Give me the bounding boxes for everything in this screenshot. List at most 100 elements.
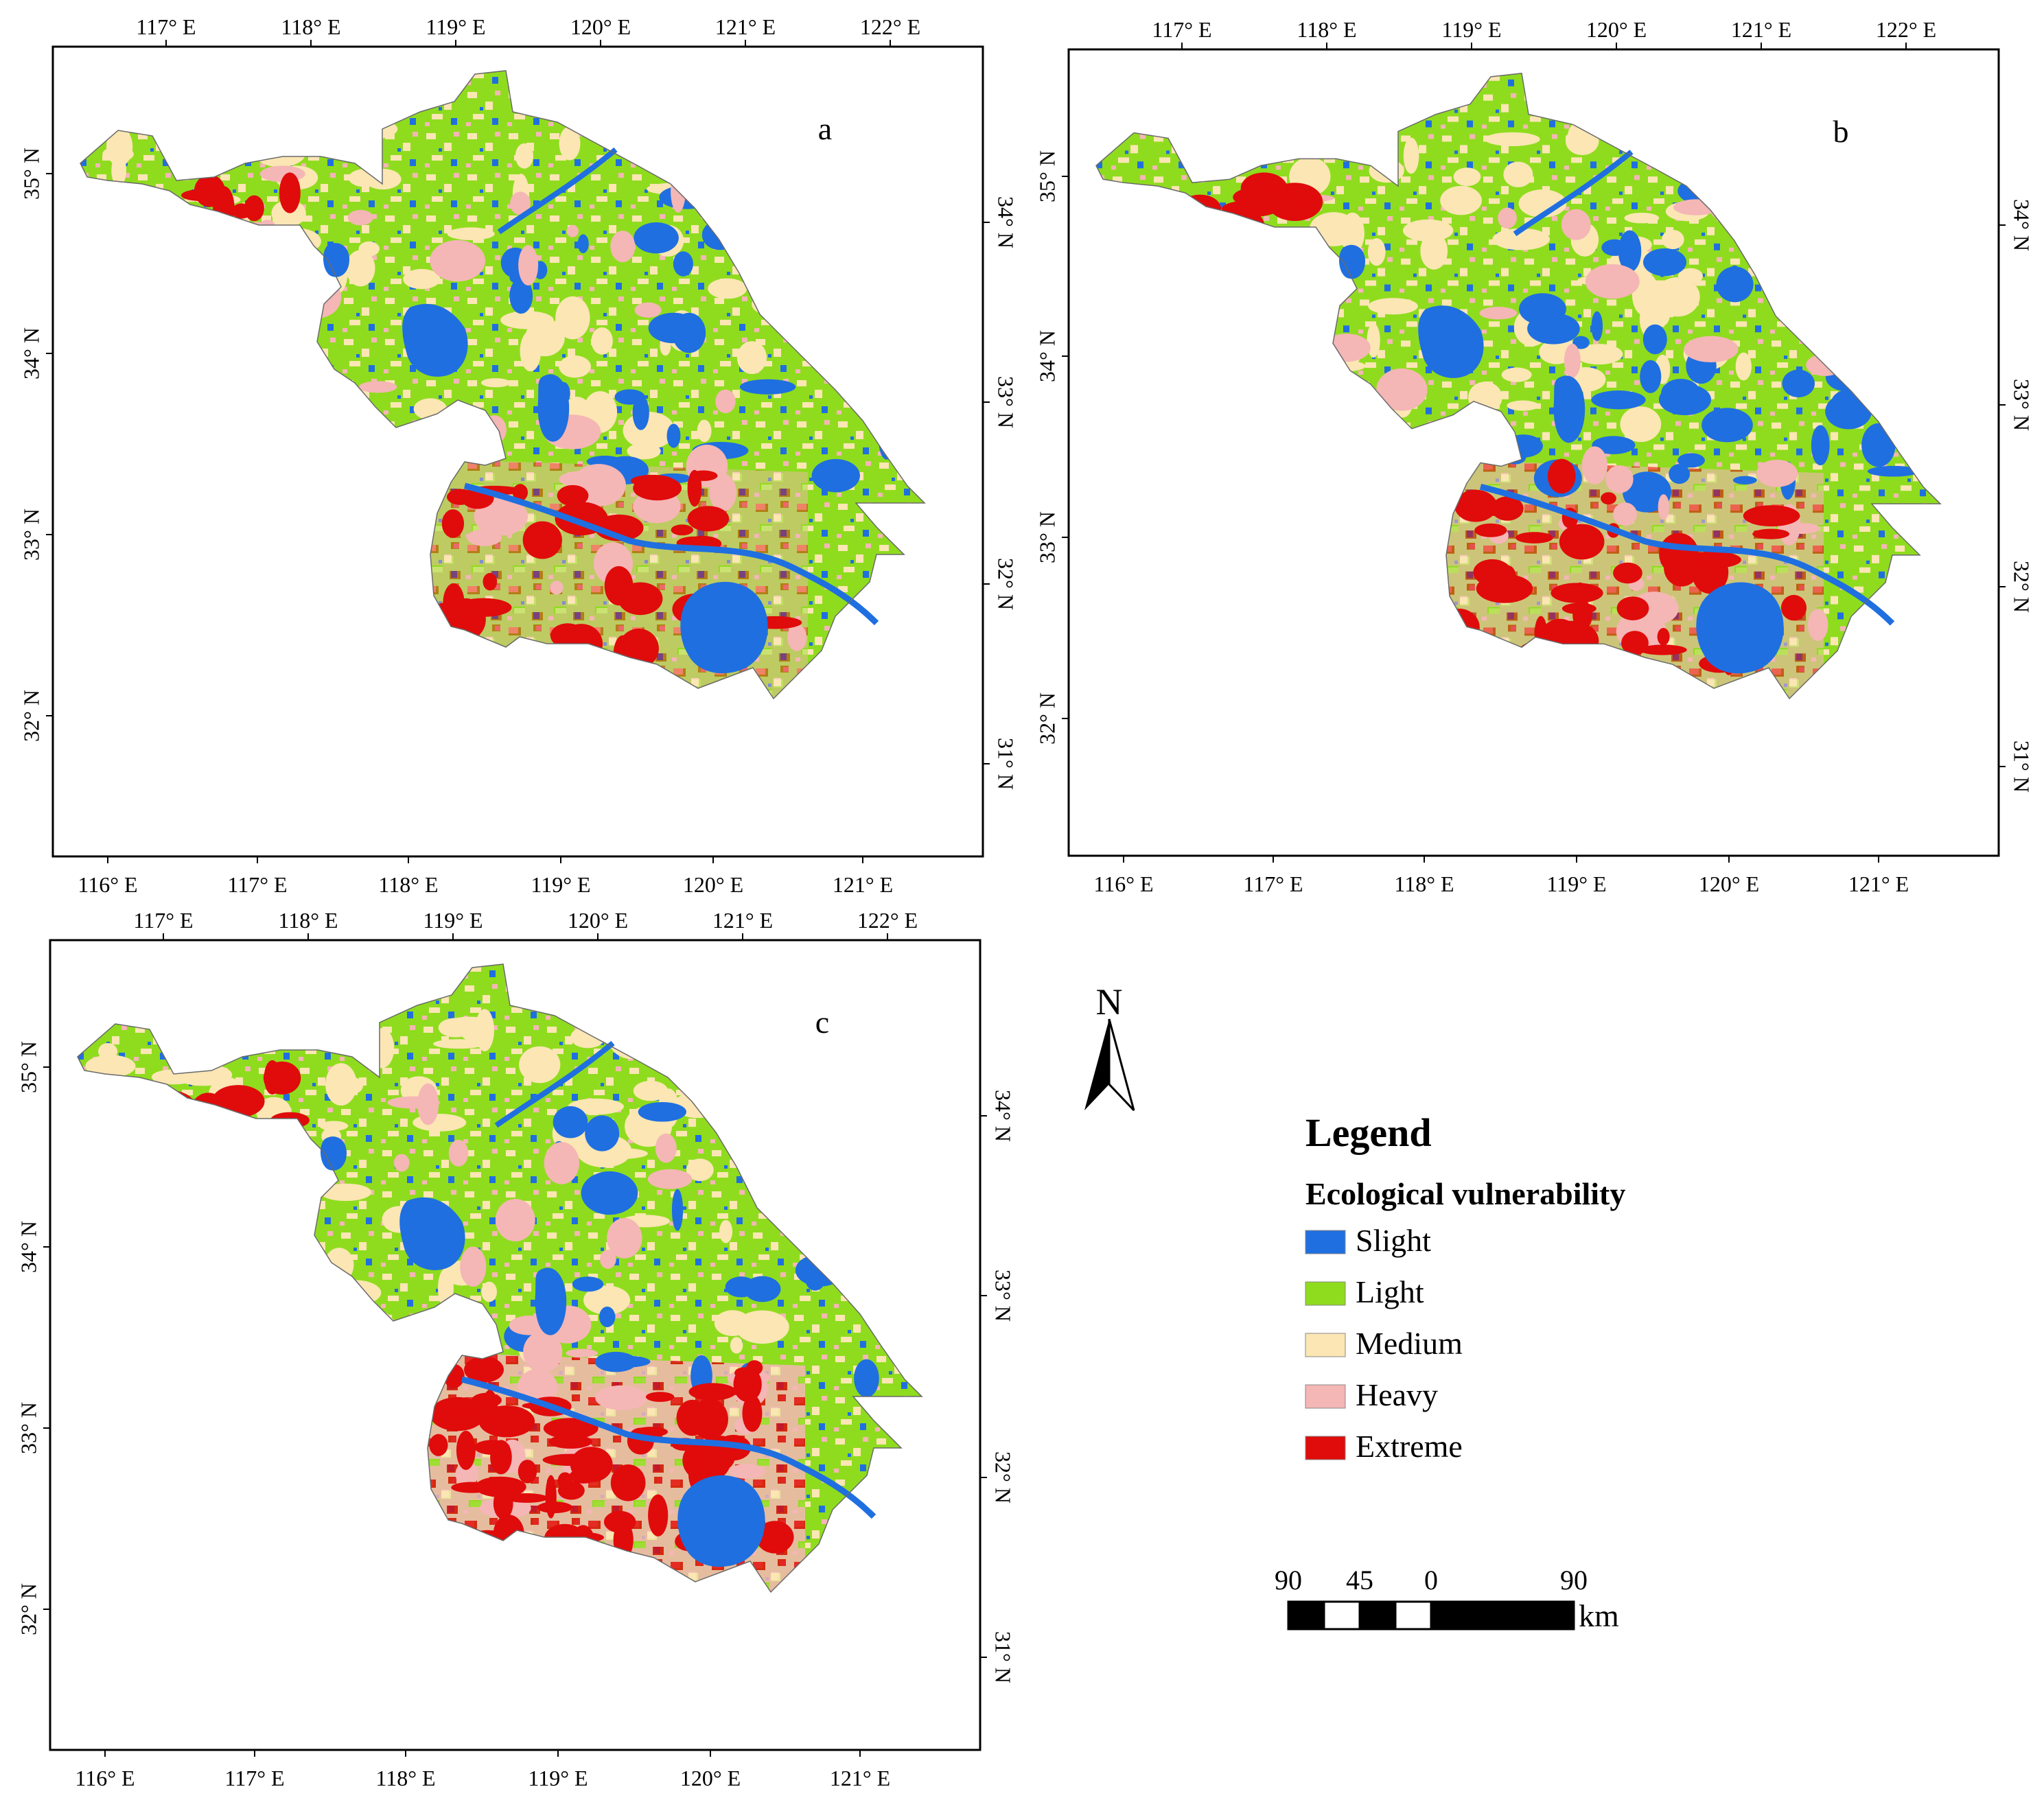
zone-patch [433, 1039, 486, 1049]
zone-patch [618, 582, 663, 616]
zone-patch [655, 1133, 677, 1163]
zone-patch [1575, 344, 1623, 365]
zone-patch [403, 268, 441, 290]
lat-tick-left: 34° N [16, 1221, 40, 1273]
zone-patch [544, 1142, 579, 1184]
zone-patch [1501, 367, 1532, 382]
zone-patch [555, 296, 590, 340]
zone-patch [736, 341, 767, 375]
zone-patch [1825, 393, 1872, 430]
zone-patch [1454, 489, 1498, 522]
zone-patch [1527, 313, 1580, 344]
zone-patch [279, 172, 301, 213]
zone-patch [1735, 352, 1752, 381]
zone-patch [638, 1101, 687, 1122]
panel-letter: a [818, 111, 832, 146]
zone-patch [634, 302, 662, 318]
zone-patch [1572, 336, 1590, 349]
legend-swatch-light [1305, 1281, 1346, 1306]
zone-patch [689, 470, 718, 481]
lat-tick-left: 32° N [1034, 692, 1059, 745]
zone-patch [358, 241, 380, 257]
zone-patch [595, 1385, 648, 1410]
zone-patch [1492, 228, 1551, 250]
zone-patch [1669, 464, 1691, 484]
lon-tick-bottom: 116° E [75, 1766, 135, 1790]
zone-patch [1624, 212, 1660, 224]
lat-tick-left: 35° N [1034, 150, 1059, 202]
zone-patch [1507, 400, 1539, 411]
zone-patch [627, 443, 661, 460]
zone-patch [1743, 505, 1800, 527]
zone-patch [441, 509, 465, 538]
zone-patch [1780, 594, 1807, 621]
zone-patch [708, 278, 747, 299]
lon-tick-bottom: 117° E [227, 872, 287, 897]
zone-patch [559, 355, 592, 378]
zone-patch [1565, 532, 1579, 557]
lat-tick-right: 31° N [994, 738, 1019, 790]
zone-patch [610, 231, 636, 263]
zone-patch [443, 1409, 479, 1426]
zone-patch [728, 1386, 760, 1396]
zone-patch [1662, 229, 1684, 250]
scale-unit: km [1579, 1598, 1619, 1633]
lake-luoma [320, 1136, 347, 1171]
zone-patch [522, 521, 562, 559]
zone-patch [1368, 298, 1418, 315]
zone-patch [690, 1398, 728, 1440]
zone-patch [320, 1183, 372, 1202]
zone-patch [1811, 425, 1830, 466]
zone-patch [451, 1482, 493, 1493]
lat-tick-left: 33° N [1034, 511, 1059, 563]
zone-patch [566, 224, 579, 237]
zone-patch [483, 572, 498, 591]
zone-patch [728, 1464, 765, 1479]
zone-patch [666, 423, 681, 448]
lon-tick-bottom: 120° E [683, 872, 743, 897]
zone-patch [1867, 465, 1920, 477]
scale-label: 90 [1275, 1565, 1302, 1596]
zone-patch [429, 1434, 448, 1456]
zone-patch [671, 524, 694, 536]
lake-hongze [1418, 305, 1484, 378]
lon-tick-top: 118° E [1297, 17, 1356, 42]
zone-patch [1613, 562, 1642, 584]
zone-patch [325, 1063, 357, 1106]
zone-patch [553, 1106, 588, 1138]
zone-patch [1453, 167, 1481, 187]
panel-letter: c [815, 1005, 829, 1040]
zone-patch [430, 239, 486, 282]
zone-patch [811, 458, 860, 493]
zone-patch [648, 312, 699, 344]
zone-patch [387, 1096, 440, 1109]
yangtze-river [1479, 483, 1895, 626]
canal [1513, 150, 1634, 237]
lon-tick-top: 120° E [1586, 17, 1647, 42]
legend-subtitle: Ecological vulnerability [1305, 1176, 1625, 1211]
lat-tick-left: 35° N [16, 1041, 40, 1093]
zone-patch [1551, 583, 1603, 603]
zone-patch [633, 476, 682, 501]
lat-tick-right: 32° N [991, 1451, 1016, 1504]
lat-tick-right: 31° N [2010, 740, 2034, 793]
zone-patch [1564, 343, 1581, 378]
zone-patch [1561, 603, 1596, 615]
zone-patch [1685, 551, 1741, 569]
lon-tick-bottom: 119° E [1546, 872, 1606, 896]
legend-swatch-medium [1305, 1333, 1346, 1357]
zone-patch [1684, 336, 1739, 363]
zone-patch [1837, 392, 1852, 410]
zone-patch [581, 1171, 638, 1215]
zone-patch [98, 1042, 118, 1060]
lat-tick-right: 33° N [2010, 379, 2034, 431]
zone-patch [1591, 390, 1646, 410]
zone-patch [594, 1351, 637, 1372]
scale-label: 45 [1346, 1565, 1373, 1596]
lat-tick-right: 33° N [994, 376, 1019, 428]
zone-patch [319, 1121, 349, 1131]
lon-tick-bottom: 121° E [833, 872, 893, 897]
lon-tick-bottom: 120° E [680, 1766, 741, 1790]
zone-patch [1601, 492, 1616, 505]
zone-patch [1484, 132, 1540, 146]
